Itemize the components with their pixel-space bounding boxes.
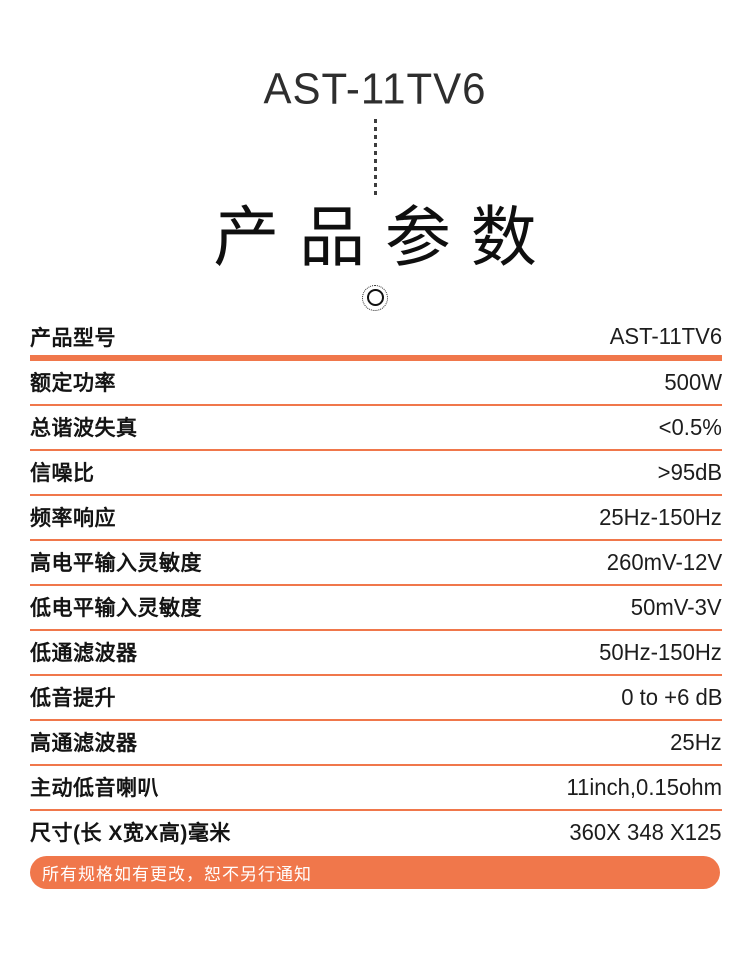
- spec-value: 50mV-3V: [631, 593, 722, 620]
- spec-table-row: 主动低音喇叭 11inch,0.15ohm: [30, 766, 722, 811]
- spec-value: 50Hz-150Hz: [599, 638, 722, 665]
- spec-label: 低音提升: [30, 687, 116, 711]
- spec-table-row: 产品型号 AST-11TV6: [30, 319, 722, 361]
- spec-value: <0.5%: [658, 413, 722, 440]
- spec-table-row: 尺寸(长 X宽X高)毫米 360X 348 X125: [30, 811, 722, 854]
- dotted-circle-icon: [362, 284, 388, 311]
- spec-value: AST-11TV6: [609, 323, 723, 350]
- spec-value: 11inch,0.15ohm: [566, 773, 722, 800]
- spec-value: 360X 348 X125: [569, 818, 722, 845]
- vertical-dashed-line-icon: [373, 119, 377, 195]
- spec-table-row: 低通滤波器 50Hz-150Hz: [30, 631, 722, 676]
- spec-label: 产品型号: [30, 326, 116, 350]
- spec-table-row: 频率响应 25Hz-150Hz: [30, 496, 722, 541]
- spec-value: 0 to +6 dB: [620, 683, 722, 710]
- spec-value: 25Hz: [670, 728, 722, 755]
- spec-label: 主动低音喇叭: [30, 777, 159, 801]
- spec-value: 500W: [664, 368, 722, 395]
- spec-label: 总谐波失真: [30, 417, 138, 441]
- spec-table-row: 低电平输入灵敏度 50mV-3V: [30, 586, 722, 631]
- spec-label: 高通滤波器: [30, 732, 138, 756]
- spec-label: 高电平输入灵敏度: [30, 552, 202, 576]
- spec-table-row: 高电平输入灵敏度 260mV-12V: [30, 541, 722, 586]
- spec-table-row: 低音提升 0 to +6 dB: [30, 676, 722, 721]
- product-model-title: AST-11TV6: [263, 64, 487, 113]
- spec-label: 频率响应: [30, 507, 116, 531]
- product-params-header: AST-11TV6 产品参数: [0, 0, 750, 311]
- disclaimer-text: 所有规格如有更改，恕不另行通知: [42, 864, 312, 884]
- spec-label: 低通滤波器: [30, 642, 138, 666]
- spec-value: >95dB: [657, 458, 722, 485]
- spec-table: 产品型号 AST-11TV6 额定功率 500W 总谐波失真 <0.5% 信噪比…: [30, 319, 722, 854]
- spec-label: 尺寸(长 X宽X高)毫米: [30, 822, 231, 846]
- spec-value: 25Hz-150Hz: [599, 503, 722, 530]
- section-title: 产品参数: [213, 200, 557, 274]
- spec-label: 低电平输入灵敏度: [30, 597, 202, 621]
- inner-circle-icon: [366, 289, 384, 307]
- spec-table-row: 总谐波失真 <0.5%: [30, 406, 722, 451]
- disclaimer-banner: 所有规格如有更改，恕不另行通知: [30, 855, 720, 889]
- spec-table-row: 额定功率 500W: [30, 361, 722, 406]
- spec-value: 260mV-12V: [606, 548, 722, 575]
- spec-table-row: 信噪比 >95dB: [30, 451, 722, 496]
- spec-table-row: 高通滤波器 25Hz: [30, 721, 722, 766]
- spec-label: 信噪比: [30, 462, 95, 486]
- spec-label: 额定功率: [30, 372, 116, 396]
